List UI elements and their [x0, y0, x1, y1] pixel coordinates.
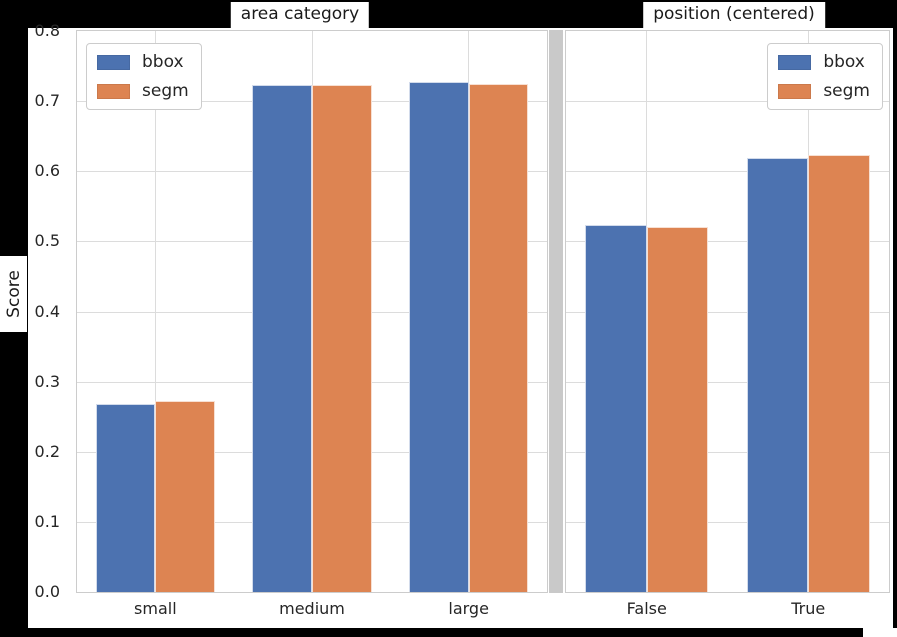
y-tick-label-0.3: 0.3: [34, 371, 60, 391]
gridline-horizontal: [566, 241, 889, 243]
legend-label-segm: segm: [823, 81, 870, 101]
frame-notch: [863, 628, 897, 637]
bar-bbox-medium: [252, 85, 312, 592]
y-axis-tick-labels: 0.0 0.1 0.2 0.3 0.4 0.5 0.6 0.7 0.8: [26, 21, 68, 601]
gridline-horizontal: [566, 381, 889, 383]
y-tick-label-0.2: 0.2: [34, 441, 60, 461]
gridline-horizontal: [566, 171, 889, 173]
y-tick-label-0.0: 0.0: [34, 582, 60, 601]
bar-bbox-small: [95, 404, 156, 592]
chart-title-area-category: area category: [230, 2, 370, 28]
gridline-horizontal: [566, 101, 889, 103]
bar-bbox-large: [409, 81, 469, 592]
legend-label-segm: segm: [142, 81, 189, 101]
x-tick-label-large: large: [448, 599, 489, 618]
gridline-horizontal: [566, 521, 889, 523]
legend-label-bbox: bbox: [823, 52, 865, 72]
gridline-vertical: [154, 31, 156, 592]
bar-bbox-true: [746, 157, 809, 592]
x-tick-label-small: small: [134, 599, 177, 618]
y-tick-label-0.5: 0.5: [34, 231, 60, 251]
legend-swatch-bbox-icon: [97, 54, 130, 70]
x-tick-label-false: False: [626, 599, 667, 618]
bar-segm-true: [808, 155, 870, 592]
y-tick-label-0.6: 0.6: [34, 161, 60, 181]
x-tick-label-true: True: [791, 599, 826, 618]
legend-swatch-segm-icon: [97, 83, 130, 99]
y-tick-label-0.7: 0.7: [34, 91, 60, 111]
plot-area-category: bbox segm small medium large: [76, 30, 548, 618]
x-tick-label-medium: medium: [279, 599, 345, 618]
legend-entry-segm: segm: [97, 81, 189, 101]
bar-bbox-false: [585, 225, 647, 592]
y-tick-label-0.1: 0.1: [34, 511, 60, 531]
bar-segm-large: [468, 84, 529, 592]
bar-segm-medium: [312, 85, 372, 592]
bar-segm-false: [646, 226, 709, 592]
legend-swatch-bbox-icon: [778, 54, 812, 70]
legend-swatch-segm-icon: [778, 83, 812, 99]
gridline-horizontal: [566, 311, 889, 313]
legend-entry-bbox: bbox: [97, 52, 189, 72]
y-tick-label-0.4: 0.4: [34, 301, 60, 321]
legend-label-bbox: bbox: [142, 52, 184, 72]
legend-entry-segm: segm: [778, 81, 870, 101]
y-tick-label-0.8: 0.8: [34, 21, 60, 40]
bar-segm-small: [155, 401, 215, 592]
y-axis-label: Score: [3, 270, 24, 318]
plot-position-centered: bbox segm False True: [565, 30, 890, 618]
chart-title-position-centered: position (centered): [643, 2, 825, 28]
legend-entry-bbox: bbox: [778, 52, 870, 72]
y-axis-label-box: Score: [0, 256, 27, 332]
gridline-horizontal: [566, 451, 889, 453]
legend-area-category: bbox segm: [86, 43, 202, 110]
subplot-divider: [549, 30, 563, 593]
legend-position-centered: bbox segm: [767, 43, 883, 110]
